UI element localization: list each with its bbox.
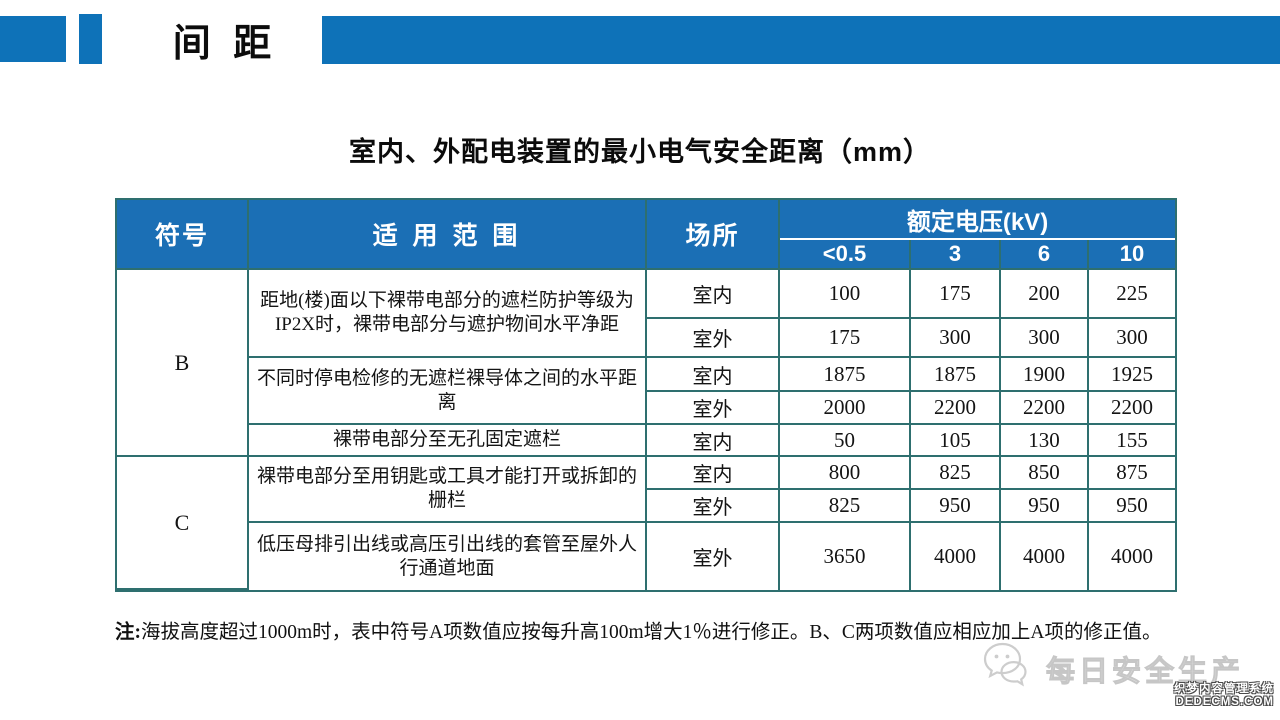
brand-text: 每日安全生产 bbox=[1045, 655, 1245, 688]
cell-place: 室外 bbox=[647, 392, 780, 425]
cell-place: 室外 bbox=[647, 319, 780, 358]
cell-value: 4000 bbox=[1089, 523, 1176, 590]
cell-value: 100 bbox=[780, 270, 911, 319]
cell-value: 2200 bbox=[911, 392, 1001, 425]
brand-watermark: 每日安全生产 bbox=[982, 642, 1244, 695]
header-voltage-1: 3 bbox=[911, 240, 1001, 270]
table-row: 室外 2000 2200 2200 2200 bbox=[117, 392, 1176, 425]
cell-value: 1875 bbox=[780, 358, 911, 392]
footnote-text: 海拔高度超过1000m时，表中符号A项数值应按每升高100m增大1％进行修正。B… bbox=[141, 622, 1162, 643]
cell-value: 225 bbox=[1089, 270, 1176, 319]
table-row: 不同时停电检修的无遮栏裸导体之间的水平距离 室内 1875 1875 1900 … bbox=[117, 358, 1176, 425]
cell-value: 2200 bbox=[1001, 392, 1089, 425]
table-header-row-1: 符号 适 用 范 围 场所 额定电压(kV) bbox=[117, 200, 1176, 270]
header-scope: 适 用 范 围 bbox=[249, 200, 647, 270]
cell-value: 875 bbox=[1089, 457, 1176, 490]
header-voltage-2: 6 bbox=[1001, 240, 1089, 270]
cell-scope: 距地(楼)面以下裸带电部分的遮栏防护等级为IP2X时，裸带电部分与遮护物间水平净… bbox=[249, 270, 647, 358]
cell-place: 室内 bbox=[647, 425, 780, 457]
table-row: B 距地(楼)面以下裸带电部分的遮栏防护等级为IP2X时，裸带电部分与遮护物间水… bbox=[117, 270, 1176, 457]
cell-place: 室外 bbox=[647, 523, 780, 590]
cell-value: 200 bbox=[1001, 270, 1089, 319]
cell-value: 850 bbox=[1001, 457, 1089, 490]
cell-place: 室内 bbox=[647, 358, 780, 392]
accent-bar-long bbox=[322, 16, 1280, 64]
header-voltage-3: 10 bbox=[1089, 240, 1176, 270]
cell-value: 4000 bbox=[911, 523, 1001, 590]
cms-line1: 织梦内容管理系统 bbox=[1174, 683, 1274, 695]
cell-scope: 裸带电部分至用钥匙或工具才能打开或拆卸的栅栏 bbox=[249, 457, 647, 523]
header-place: 场所 bbox=[647, 200, 780, 270]
cell-value: 825 bbox=[911, 457, 1001, 490]
cell-value: 130 bbox=[1001, 425, 1089, 457]
cell-place: 室内 bbox=[647, 457, 780, 490]
cell-place: 室外 bbox=[647, 490, 780, 523]
cell-value: 155 bbox=[1089, 425, 1176, 457]
table-row: 室外 825 950 950 950 bbox=[117, 490, 1176, 523]
page-title: 室内、外配电装置的最小电气安全距离（mm） bbox=[348, 137, 931, 167]
cell-value: 300 bbox=[1089, 319, 1176, 358]
cms-line2: DEDECMS.COM bbox=[1175, 696, 1274, 708]
cell-symbol-C: C bbox=[117, 457, 249, 590]
cell-scope: 低压母排引出线或高压引出线的套管至屋外人行通道地面 bbox=[249, 523, 647, 590]
footnote-prefix: 注: bbox=[115, 622, 141, 643]
section-title: 间 距 bbox=[172, 22, 278, 65]
cell-value: 105 bbox=[911, 425, 1001, 457]
footnote: 注:海拔高度超过1000m时，表中符号A项数值应按每升高100m增大1％进行修正… bbox=[115, 617, 1177, 649]
cell-scope: 裸带电部分至无孔固定遮栏 bbox=[249, 425, 647, 457]
cell-value: 950 bbox=[911, 490, 1001, 523]
cell-value: 950 bbox=[1089, 490, 1176, 523]
safety-distance-table: 符号 适 用 范 围 场所 额定电压(kV) <0.5 3 6 10 B 距地(… bbox=[115, 198, 1178, 592]
safety-distance-table-wrap: 符号 适 用 范 围 场所 额定电压(kV) <0.5 3 6 10 B 距地(… bbox=[115, 198, 1178, 592]
table-header-row-2: <0.5 3 6 10 bbox=[117, 240, 1176, 270]
cell-value: 175 bbox=[780, 319, 911, 358]
cell-value: 3650 bbox=[780, 523, 911, 590]
cell-value: 950 bbox=[1001, 490, 1089, 523]
cell-value: 300 bbox=[911, 319, 1001, 358]
cell-value: 50 bbox=[780, 425, 911, 457]
cell-value: 2000 bbox=[780, 392, 911, 425]
accent-block-left bbox=[0, 16, 66, 62]
cell-value: 1875 bbox=[911, 358, 1001, 392]
table-row: 低压母排引出线或高压引出线的套管至屋外人行通道地面 室外 3650 4000 4… bbox=[117, 523, 1176, 590]
cell-scope: 不同时停电检修的无遮栏裸导体之间的水平距离 bbox=[249, 358, 647, 425]
cell-value: 825 bbox=[780, 490, 911, 523]
cell-value: 175 bbox=[911, 270, 1001, 319]
cell-value: 1900 bbox=[1001, 358, 1089, 392]
cell-place: 室内 bbox=[647, 270, 780, 319]
cell-value: 300 bbox=[1001, 319, 1089, 358]
header-symbol: 符号 bbox=[117, 200, 249, 270]
table-row: 室外 175 300 300 300 bbox=[117, 319, 1176, 358]
table-row: C 裸带电部分至用钥匙或工具才能打开或拆卸的栅栏 室内 800 825 850 … bbox=[117, 457, 1176, 590]
cell-value: 800 bbox=[780, 457, 911, 490]
header-voltage-group: 额定电压(kV) bbox=[780, 200, 1176, 240]
cell-symbol-B: B bbox=[117, 270, 249, 457]
cell-value: 4000 bbox=[1001, 523, 1089, 590]
wechat-chat-bubbles-icon bbox=[982, 642, 1040, 695]
cell-value: 1925 bbox=[1089, 358, 1176, 392]
table-row: 裸带电部分至无孔固定遮栏 室内 50 105 130 155 bbox=[117, 425, 1176, 457]
cms-credit: 织梦内容管理系统 DEDECMS.COM bbox=[1174, 683, 1274, 709]
accent-bar-small bbox=[79, 14, 102, 64]
header-voltage-0: <0.5 bbox=[780, 240, 911, 270]
cell-value: 2200 bbox=[1089, 392, 1176, 425]
